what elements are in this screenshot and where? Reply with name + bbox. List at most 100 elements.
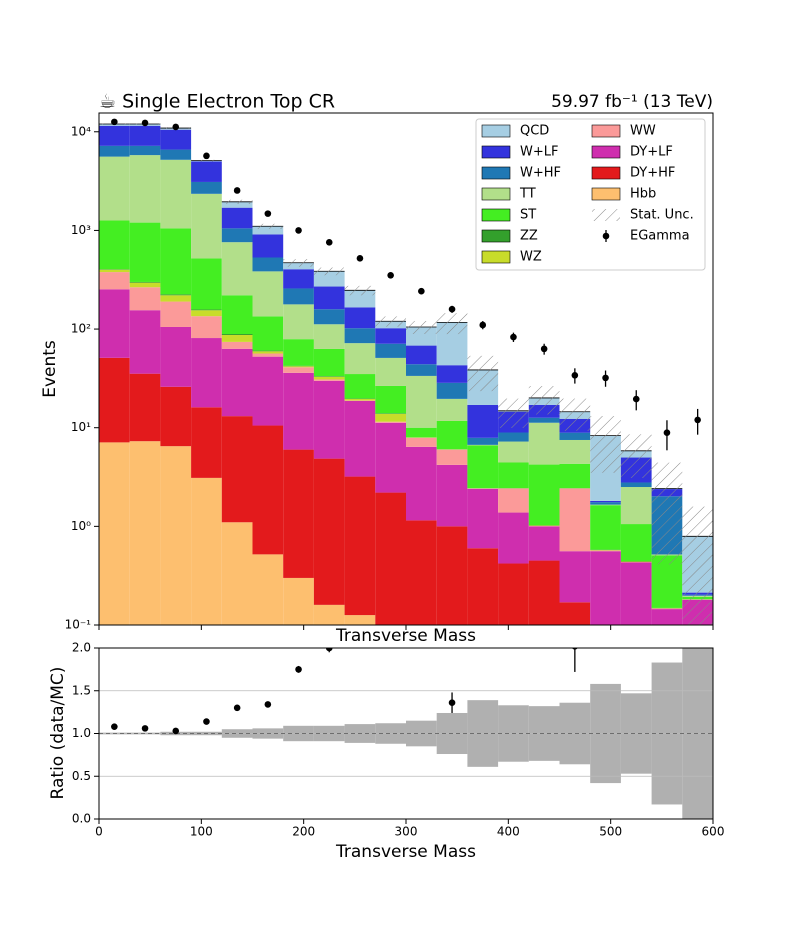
data-point xyxy=(694,416,701,424)
bar-segment xyxy=(129,155,161,223)
legend-swatch xyxy=(481,187,511,201)
bar-segment xyxy=(375,413,406,422)
y-tick-label: 10⁻¹ xyxy=(65,618,92,632)
bar-segment xyxy=(313,309,345,325)
bar-segment xyxy=(590,502,621,505)
legend-swatch xyxy=(481,229,511,243)
bar-segment xyxy=(313,324,345,349)
bar-segment xyxy=(283,269,314,289)
bar-segment xyxy=(406,345,437,365)
y-tick-label: 10⁰ xyxy=(71,519,91,533)
bar-segment xyxy=(498,488,529,513)
bar-segment xyxy=(559,488,591,552)
data-point xyxy=(203,152,210,160)
bar-segment xyxy=(436,464,468,527)
ratio-point xyxy=(448,699,456,707)
bar-segment xyxy=(620,487,652,525)
bar-segment xyxy=(99,289,130,358)
stat-unc-band xyxy=(191,159,222,162)
bar-segment xyxy=(467,445,499,489)
bar-segment xyxy=(99,125,130,146)
bar-segment xyxy=(252,554,284,625)
bar-segment xyxy=(375,328,406,344)
bar-segment xyxy=(559,432,591,440)
y-tick-label: 1.5 xyxy=(72,683,91,697)
bar-segment xyxy=(313,604,345,625)
bar-segment xyxy=(160,295,192,302)
legend-box xyxy=(475,118,706,271)
bar-segment xyxy=(191,309,222,311)
data-point xyxy=(141,119,149,127)
bar-segment xyxy=(160,326,192,387)
stat-unc-band xyxy=(590,416,621,473)
lumi-label: 59.97 fb⁻¹ (13 TeV) xyxy=(551,92,713,112)
legend-label: Stat. Unc. xyxy=(630,208,694,223)
bar-segment xyxy=(99,145,130,157)
bar-segment xyxy=(129,145,161,156)
bar-segment xyxy=(191,316,222,339)
bar-segment xyxy=(191,310,222,317)
bar-segment xyxy=(221,207,253,229)
legend-swatch xyxy=(592,209,620,221)
bar-segment xyxy=(406,427,437,438)
stat-unc-band xyxy=(651,462,683,565)
bar-segment xyxy=(283,372,314,450)
data-point xyxy=(111,118,118,126)
ratio-point xyxy=(325,648,333,652)
bar-segment xyxy=(406,446,437,521)
bar-segment xyxy=(344,400,376,477)
bar-segment xyxy=(191,181,222,194)
bar-segment xyxy=(436,382,468,399)
bar-segment xyxy=(436,365,468,383)
stat-unc-band xyxy=(406,320,437,334)
bar-segment xyxy=(129,222,161,282)
legend-swatch xyxy=(591,145,621,159)
bar-segment xyxy=(559,551,591,603)
bar-segment xyxy=(498,563,529,625)
bar-segment xyxy=(590,504,621,506)
stat-unc-band xyxy=(283,259,314,267)
bar-segment xyxy=(221,201,253,208)
bar-segment xyxy=(252,351,284,354)
bar-segment xyxy=(651,608,683,610)
y-tick-label: 10² xyxy=(71,322,91,336)
bar-segment xyxy=(313,379,345,381)
bar-segment xyxy=(99,442,130,625)
bar-segment xyxy=(191,338,222,408)
bar-segment xyxy=(467,444,499,446)
legend-label: ST xyxy=(520,208,536,223)
x-axis-label: Transverse Mass xyxy=(335,626,476,646)
bar-segment xyxy=(559,602,591,625)
bar-segment xyxy=(221,522,253,625)
bar-segment xyxy=(436,526,468,625)
bar-segment xyxy=(252,353,284,357)
stat-unc-band xyxy=(375,316,406,327)
bar-segment xyxy=(160,386,192,447)
data-point xyxy=(172,123,180,131)
bar-segment xyxy=(590,550,621,552)
data-point xyxy=(571,371,579,379)
bar-segment xyxy=(221,416,253,523)
y-tick-label: 10¹ xyxy=(71,420,91,434)
y-axis-label: Ratio (data/MC) xyxy=(48,667,68,800)
bar-segment xyxy=(221,334,253,335)
bar-segment xyxy=(313,380,345,459)
bar-segment xyxy=(559,463,591,489)
bar-segment xyxy=(221,348,253,417)
stat-unc-band xyxy=(682,506,713,625)
data-point xyxy=(418,287,425,295)
bar-segment xyxy=(252,425,284,555)
data-point xyxy=(479,321,487,329)
data-point xyxy=(540,345,548,353)
bar-segment xyxy=(221,242,253,296)
stat-unc-band xyxy=(252,223,284,229)
data-point xyxy=(632,395,640,403)
bar-segment xyxy=(498,462,529,489)
stat-unc-band xyxy=(559,398,591,431)
legend-label: QCD xyxy=(520,124,549,139)
bar-segment xyxy=(160,149,192,160)
bar-segment xyxy=(99,156,130,221)
x-tick-label: 400 xyxy=(497,825,520,839)
bar-segment xyxy=(406,437,437,447)
legend-swatch xyxy=(481,250,511,264)
